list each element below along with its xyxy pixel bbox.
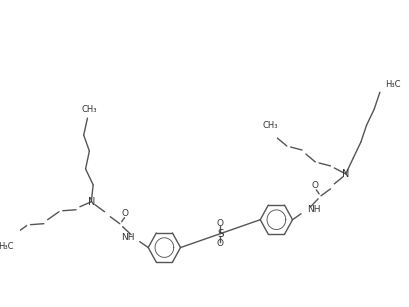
Text: NH: NH (121, 233, 135, 242)
Text: NH: NH (306, 205, 319, 214)
Text: N: N (341, 169, 348, 179)
Text: CH₃: CH₃ (81, 105, 97, 114)
Text: O: O (121, 209, 129, 218)
Text: N: N (88, 197, 95, 207)
Text: H₃C: H₃C (384, 80, 400, 89)
Text: O: O (311, 181, 318, 190)
Text: H₃C: H₃C (0, 242, 13, 251)
Text: O: O (216, 219, 223, 228)
Text: CH₃: CH₃ (262, 121, 278, 130)
Text: S: S (216, 229, 223, 239)
Text: O: O (216, 239, 223, 248)
